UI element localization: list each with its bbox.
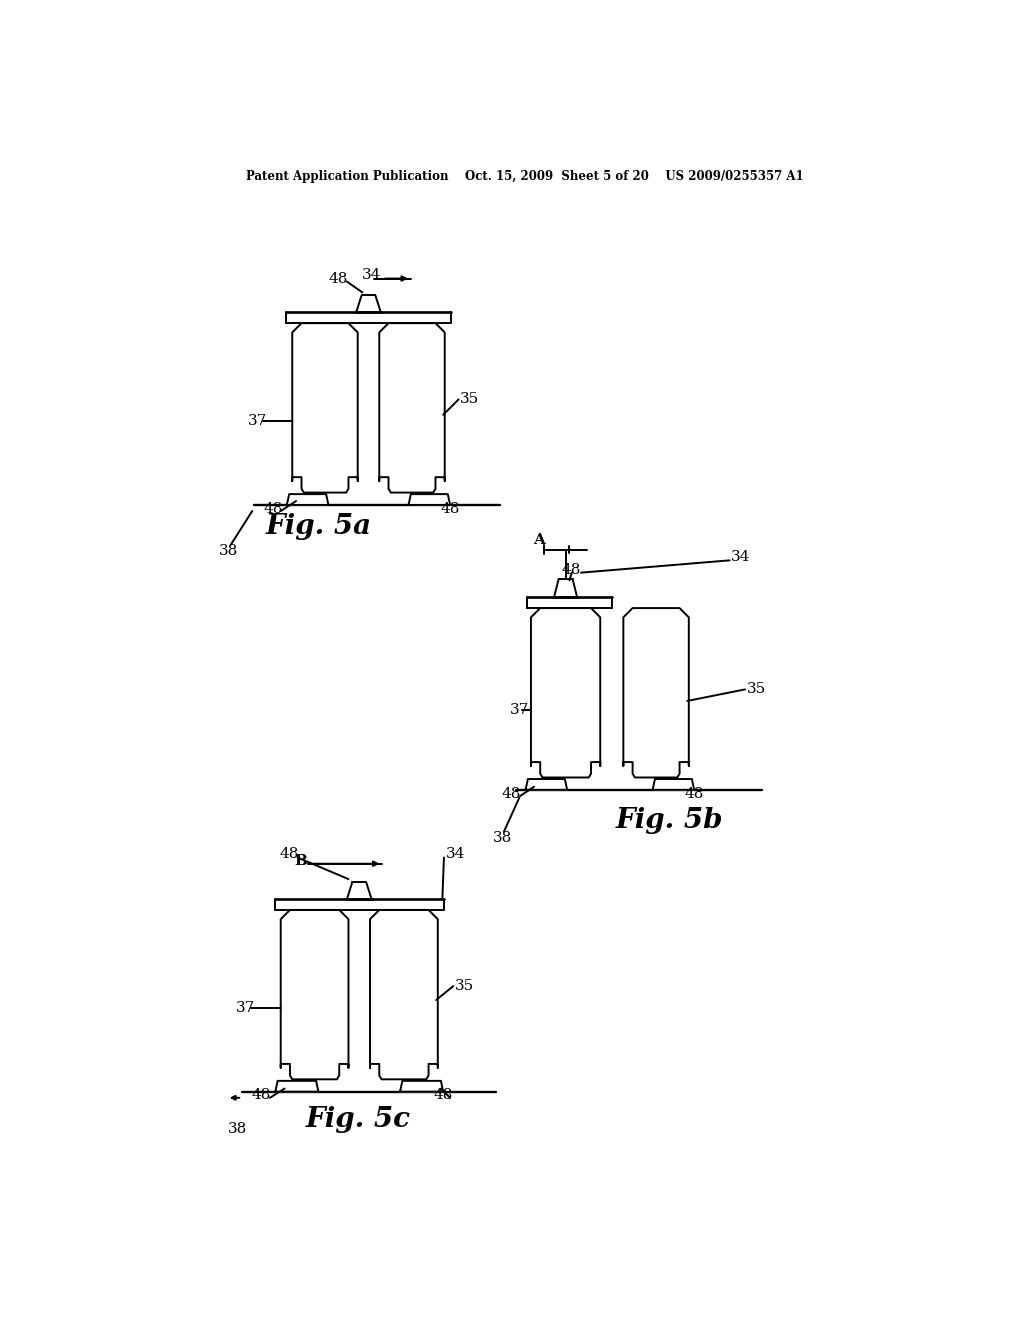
Polygon shape bbox=[400, 1081, 443, 1092]
Polygon shape bbox=[409, 494, 451, 506]
Text: 48: 48 bbox=[280, 847, 299, 862]
Text: 38: 38 bbox=[228, 1122, 248, 1135]
Text: Patent Application Publication    Oct. 15, 2009  Sheet 5 of 20    US 2009/025535: Patent Application Publication Oct. 15, … bbox=[246, 170, 804, 183]
Text: B: B bbox=[295, 854, 307, 867]
Text: 48: 48 bbox=[562, 562, 582, 577]
Text: 35: 35 bbox=[455, 979, 474, 993]
Polygon shape bbox=[275, 1081, 318, 1092]
Text: 48: 48 bbox=[434, 1089, 454, 1102]
Text: 37: 37 bbox=[509, 702, 528, 717]
Text: A: A bbox=[534, 533, 545, 548]
Text: 35: 35 bbox=[460, 392, 479, 407]
Polygon shape bbox=[525, 779, 567, 789]
Text: 48: 48 bbox=[685, 787, 705, 801]
Text: 48: 48 bbox=[252, 1089, 270, 1102]
Polygon shape bbox=[287, 494, 329, 506]
Text: 48: 48 bbox=[329, 272, 348, 285]
Text: 38: 38 bbox=[493, 830, 512, 845]
Text: 34: 34 bbox=[445, 847, 465, 862]
Text: 35: 35 bbox=[746, 682, 766, 697]
Text: 48: 48 bbox=[441, 502, 460, 516]
Text: 38: 38 bbox=[219, 544, 239, 558]
Text: 34: 34 bbox=[731, 550, 751, 564]
Polygon shape bbox=[652, 779, 694, 789]
Text: Fig. 5b: Fig. 5b bbox=[615, 807, 723, 834]
Text: 48: 48 bbox=[263, 502, 283, 516]
Text: Fig. 5c: Fig. 5c bbox=[305, 1106, 411, 1133]
Text: 37: 37 bbox=[237, 1001, 255, 1015]
Text: 48: 48 bbox=[502, 787, 521, 801]
Text: 34: 34 bbox=[362, 268, 382, 282]
Text: 37: 37 bbox=[248, 414, 267, 429]
Text: Fig. 5a: Fig. 5a bbox=[266, 513, 373, 540]
